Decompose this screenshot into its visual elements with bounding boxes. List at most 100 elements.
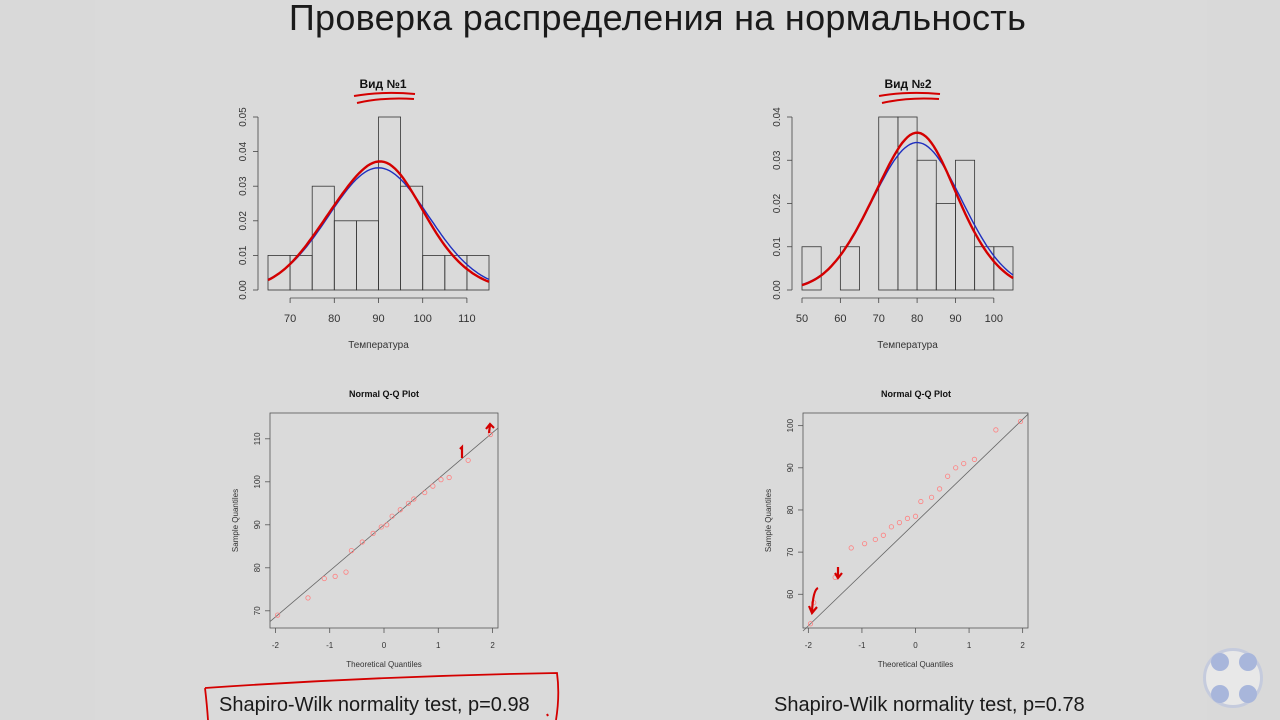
histogram-bar: [466, 254, 490, 291]
y-tick-label: 0.02: [772, 193, 783, 213]
qq-point: [343, 569, 349, 575]
qq-point: [389, 513, 395, 519]
x-tick-label: 0: [913, 641, 918, 650]
x-axis-label: Theoretical Quantiles: [878, 660, 954, 669]
qq-plot-title: Normal Q-Q Plot: [881, 389, 951, 399]
y-tick-label: 90: [786, 463, 795, 472]
y-tick-label: 70: [253, 606, 262, 615]
histogram-bar: [878, 116, 899, 291]
y-axis-label: Sample Quantiles: [231, 489, 240, 552]
x-tick-label: 50: [796, 313, 808, 325]
histogram-chart-1: [253, 116, 490, 303]
x-tick-label: 0: [382, 641, 387, 650]
nav-dot-icon: [1239, 685, 1257, 703]
qq-point: [274, 612, 281, 618]
histogram-bar: [422, 254, 446, 291]
slide-navigation-button[interactable]: [1203, 648, 1263, 708]
shapiro-wilk-result-2: Shapiro-Wilk normality test, p=0.78: [774, 694, 1085, 716]
nav-dot-icon: [1239, 653, 1257, 671]
qq-point: [446, 474, 452, 481]
qq-point: [862, 541, 868, 547]
histogram-bar: [935, 203, 956, 291]
y-tick-label: 110: [253, 432, 262, 445]
y-tick-label: 0.01: [238, 245, 249, 265]
result-circle-annotation: [204, 672, 560, 720]
y-tick-label: 0.03: [238, 176, 249, 196]
qq-point: [945, 473, 951, 479]
qq-reference-line: [269, 427, 499, 622]
x-tick-label: 70: [873, 313, 885, 325]
histogram-title: Вид №1: [359, 77, 406, 91]
x-tick-label: -1: [858, 641, 866, 650]
x-tick-label: 70: [284, 313, 296, 325]
arrow-down-annotation: [807, 586, 819, 616]
qq-point: [422, 489, 428, 496]
nav-dot-icon: [1211, 685, 1229, 703]
histogram-title: Вид №2: [884, 77, 931, 91]
title-underline-annotation: [356, 97, 415, 104]
x-tick-label: 2: [1020, 641, 1025, 650]
qq-point: [411, 496, 417, 502]
qq-point: [880, 532, 886, 538]
tick-mark-annotation: [459, 444, 464, 458]
qq-point: [961, 460, 967, 467]
histogram-bar: [311, 185, 335, 291]
slide-title: Проверка распределения на нормальность: [288, 0, 1027, 38]
qq-point: [807, 621, 814, 627]
qq-plot-1: [265, 412, 499, 633]
x-axis-label: Температура: [348, 340, 409, 351]
nav-dot-icon: [1211, 653, 1229, 671]
histogram-bar: [839, 246, 860, 291]
qq-plot-title: Normal Q-Q Plot: [349, 389, 419, 399]
histogram-chart-2: [787, 116, 1014, 303]
y-tick-label: 100: [786, 418, 795, 432]
x-axis-label: Theoretical Quantiles: [346, 660, 422, 669]
arrow-down-annotation: [834, 567, 843, 580]
x-tick-label: 90: [949, 313, 961, 325]
x-tick-label: 60: [834, 313, 846, 325]
y-tick-label: 0.02: [238, 211, 249, 231]
qq-point: [397, 507, 403, 513]
y-tick-label: 0.04: [238, 141, 249, 161]
title-underline-annotation: [878, 91, 941, 97]
y-tick-label: 0.03: [772, 150, 783, 170]
qq-point: [438, 477, 444, 483]
histogram-bar: [974, 246, 995, 291]
x-tick-label: 1: [436, 641, 441, 650]
slide-background: [95, 0, 1207, 720]
dot-annotation: [546, 713, 549, 717]
qq-point: [405, 500, 412, 506]
y-tick-label: 80: [786, 505, 795, 514]
title-underline-annotation: [881, 97, 940, 104]
qq-point: [953, 465, 959, 471]
x-tick-label: 100: [985, 313, 1003, 325]
y-tick-label: 100: [253, 475, 262, 489]
histogram-bar: [801, 246, 822, 291]
qq-point: [928, 494, 935, 500]
qq-point: [904, 515, 911, 521]
y-tick-label: 0.00: [238, 280, 249, 300]
qq-point: [487, 431, 493, 438]
title-underline-annotation: [353, 91, 416, 97]
qq-point: [896, 520, 903, 526]
qq-point: [378, 524, 384, 530]
qq-point: [359, 539, 365, 545]
qq-point: [1017, 418, 1024, 425]
x-tick-label: 2: [490, 641, 495, 650]
qq-point: [971, 456, 978, 462]
x-tick-label: 1: [967, 641, 972, 650]
qq-point: [848, 545, 854, 551]
x-tick-label: -2: [805, 641, 813, 650]
histogram-bar: [355, 220, 379, 291]
qq-point: [348, 547, 355, 554]
qq-point: [937, 486, 943, 492]
density-curve: [267, 160, 490, 283]
qq-reference-line: [802, 413, 1029, 632]
qq-point: [370, 530, 376, 537]
plot-frame: [269, 412, 499, 629]
qq-point: [430, 483, 436, 489]
x-tick-label: 100: [414, 313, 432, 325]
x-tick-label: 90: [372, 313, 384, 325]
histogram-bar: [400, 185, 424, 291]
